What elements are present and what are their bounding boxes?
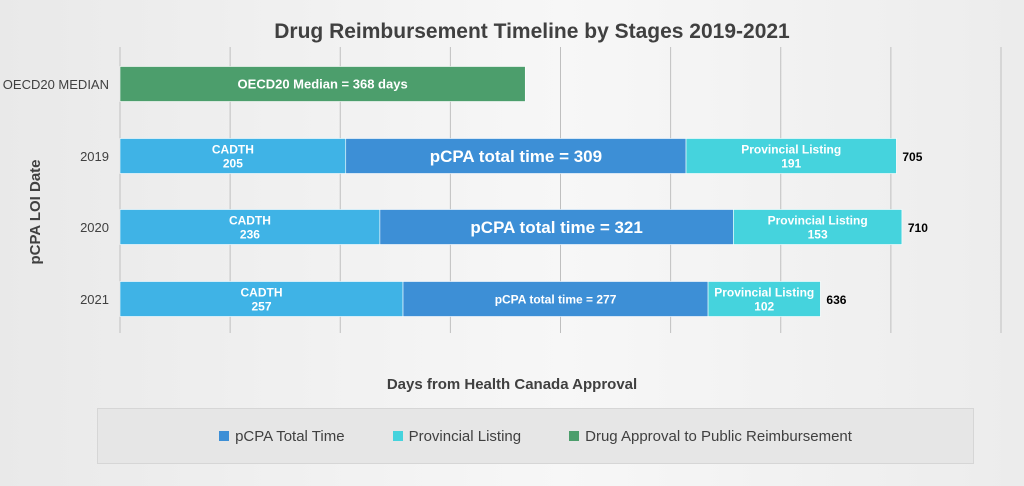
data-label-provincial: 191 (781, 156, 801, 170)
legend-swatch-pcpa (219, 431, 230, 441)
category-label: OECD20 MEDIAN (3, 77, 109, 92)
category-label: 2021 (80, 292, 109, 307)
data-label-pcpa: pCPA total time = 321 (470, 218, 642, 237)
bar-cadth-2019 (119, 138, 347, 174)
y-axis-title: pCPA LOI Date (27, 159, 44, 264)
legend-item-provincial: Provincial Listing (392, 427, 522, 445)
legend-label-provincial: Provincial Listing (408, 427, 522, 445)
total-label: 710 (908, 221, 928, 235)
bar-pcpa-2021 (402, 281, 709, 317)
bar-provincial-2020 (733, 209, 903, 245)
legend-swatch-oecd (569, 431, 580, 441)
data-label-cadth: 205 (223, 156, 243, 170)
bar-provincial-2019 (685, 138, 897, 174)
data-label-cadth: CADTH (212, 142, 254, 156)
data-label-cadth: CADTH (229, 213, 271, 227)
legend-label-pcpa: pCPA Total Time (235, 427, 345, 445)
data-label-cadth: 236 (240, 227, 260, 241)
bar-pcpa-2020 (379, 209, 734, 245)
total-label: 636 (826, 293, 846, 307)
legend: pCPA Total Time Provincial Listing Drug … (97, 408, 974, 464)
legend-swatch-provincial (392, 431, 403, 441)
bar-labels: OECD20 MEDIAN 2019 2020 2021 OECD20 Median =… (3, 77, 928, 314)
data-label-provincial: 153 (808, 227, 828, 241)
bar-provincial-2021 (707, 281, 821, 317)
data-label-pcpa: pCPA total time = 309 (430, 147, 602, 166)
category-label: 2019 (80, 149, 109, 164)
data-label-provincial: Provincial Listing (741, 142, 841, 156)
bar-oecd-oecd20-median (119, 66, 526, 102)
data-label-oecd: OECD20 Median = 368 days (238, 77, 408, 92)
legend-item-oecd: Drug Approval to Public Reimbursement (569, 428, 852, 445)
data-label-pcpa: pCPA total time = 277 (495, 292, 617, 306)
legend-label-oecd: Drug Approval to Public Reimbursement (585, 427, 852, 445)
data-label-cadth: 257 (251, 299, 271, 313)
data-label-provincial: 102 (754, 299, 774, 313)
bars (119, 66, 903, 317)
bar-pcpa-2019 (345, 138, 687, 174)
chart-title: Drug Reimbursement Timeline by Stages 20… (274, 20, 790, 43)
category-label: 2020 (80, 220, 109, 235)
data-label-cadth: CADTH (241, 285, 283, 299)
x-axis-title: Days from Health Canada Approval (387, 376, 637, 393)
bar-cadth-2020 (119, 209, 381, 245)
data-label-provincial: Provincial Listing (768, 213, 868, 227)
bar-chart: Drug Reimbursement Timeline by Stages 20… (3, 20, 1002, 393)
data-label-provincial: Provincial Listing (714, 285, 814, 299)
legend-item-pcpa: pCPA Total Time (219, 428, 345, 445)
total-label: 705 (902, 150, 922, 164)
bar-cadth-2021 (119, 281, 404, 317)
